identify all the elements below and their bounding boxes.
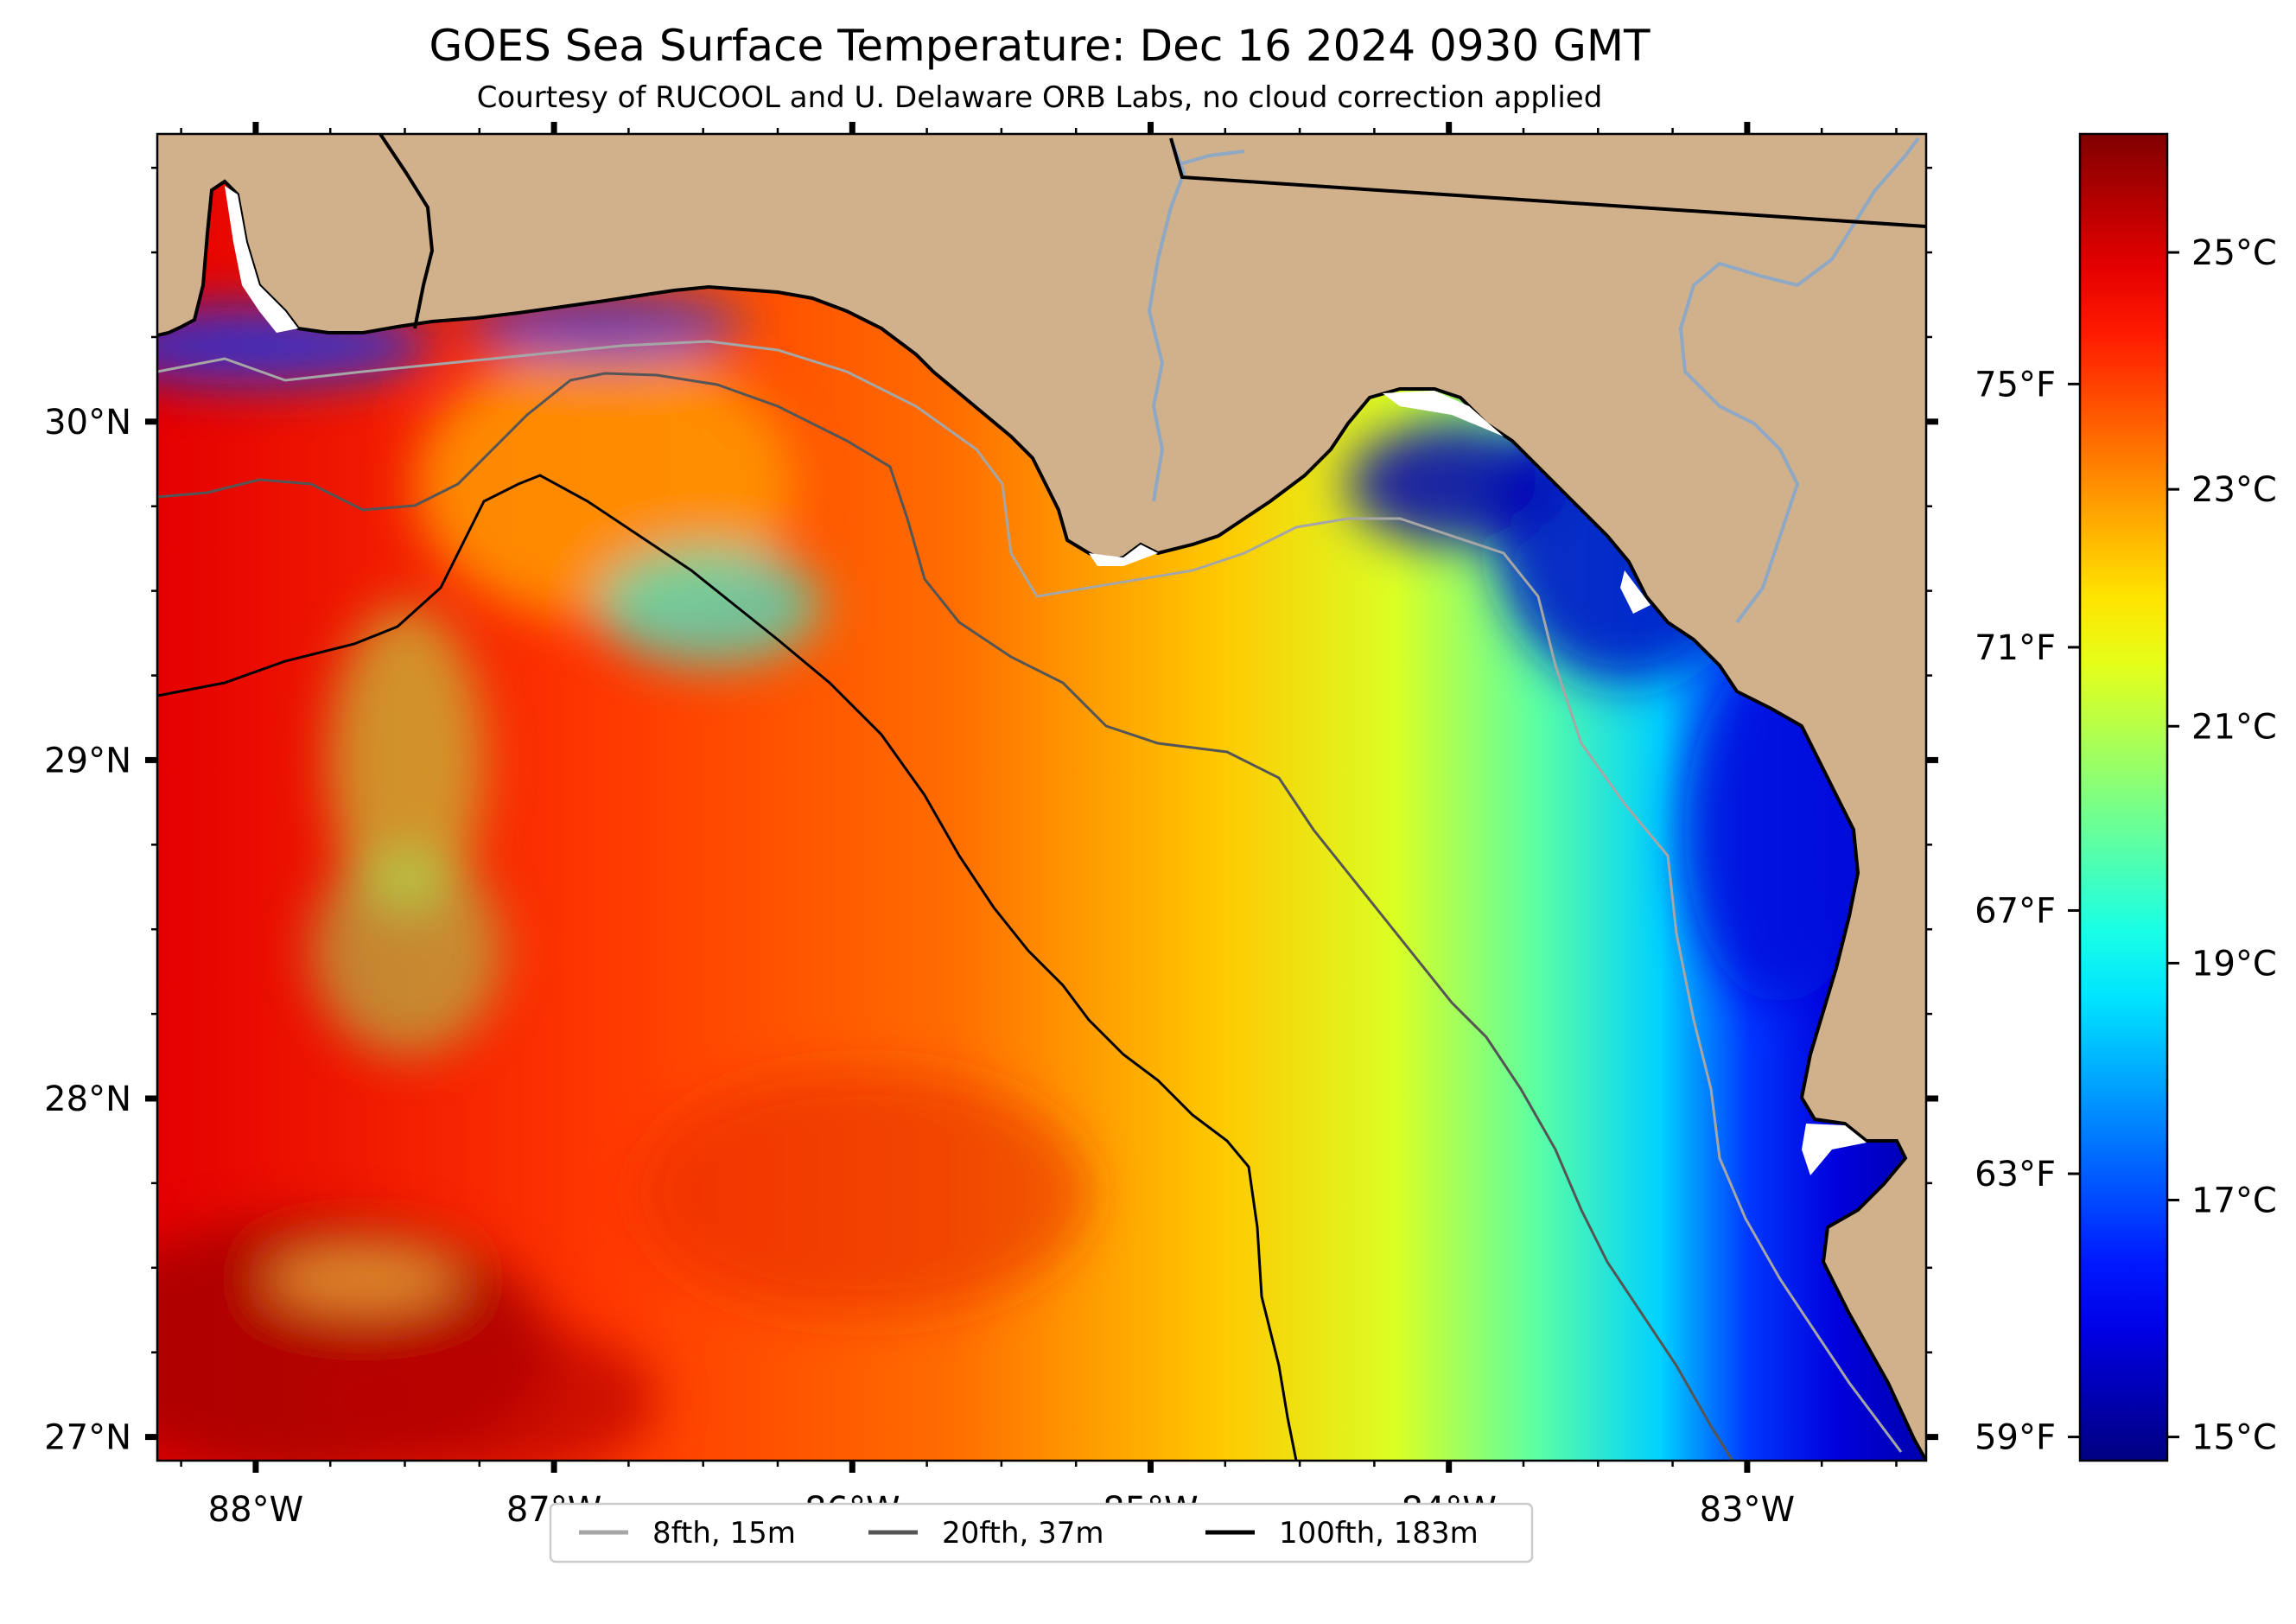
celsius-tick-label: 19°C <box>2191 944 2277 984</box>
legend-label: 20fth, 37m <box>942 1516 1104 1551</box>
legend-label: 8fth, 15m <box>652 1516 796 1551</box>
colorbar-fahrenheit-ticks: 75°F 71°F 67°F 63°F 59°F <box>1975 365 2080 1458</box>
colorbar-gradient <box>2078 132 2169 1462</box>
celsius-tick-label: 15°C <box>2191 1418 2277 1458</box>
fahrenheit-tick-label: 63°F <box>1975 1155 2056 1194</box>
fahrenheit-tick-label: 71°F <box>1975 628 2056 668</box>
coastline <box>157 179 1926 1461</box>
y-tick-label: 28°N <box>44 1079 131 1119</box>
colorbar-celsius-ticks: 25°C 23°C 21°C 19°C 17°C 15°C <box>2167 233 2277 1458</box>
fahrenheit-tick-label: 59°F <box>1975 1418 2056 1458</box>
map-panel: 88°W87°W86°W85°W84°W83°W 30°N29°N28°N27°… <box>44 122 1938 1530</box>
map-ticks <box>145 122 1938 1473</box>
y-tick-label: 27°N <box>44 1418 131 1458</box>
celsius-tick-label: 23°C <box>2191 470 2277 510</box>
map-frame <box>156 132 1928 1462</box>
x-tick-label: 88°W <box>208 1490 303 1530</box>
land-region <box>157 134 1926 1461</box>
y-tick-label: 29°N <box>44 741 131 780</box>
y-tick-label: 30°N <box>44 403 131 443</box>
isobath-20fth <box>157 372 1734 1461</box>
fahrenheit-tick-label: 75°F <box>1975 365 2056 404</box>
map-subtitle: Courtesy of RUCOOL and U. Delaware ORB L… <box>477 80 1603 115</box>
state-border <box>1169 137 1926 228</box>
fahrenheit-tick-label: 67°F <box>1975 891 2056 931</box>
legend-box <box>549 1502 1534 1563</box>
isobath-100fth <box>157 474 1298 1461</box>
y-tick-labels: 30°N 29°N 28°N 27°N <box>44 403 131 1458</box>
celsius-tick-label: 21°C <box>2191 707 2277 747</box>
legend-label: 100fth, 183m <box>1279 1516 1479 1551</box>
celsius-tick-label: 25°C <box>2191 233 2277 273</box>
colorbar: 25°C 23°C 21°C 19°C 17°C 15°C 75°F 71°F 67°F 63°… <box>1975 132 2277 1462</box>
coastal-no-data <box>225 186 1867 1175</box>
x-tick-label: 83°W <box>1700 1490 1795 1530</box>
isobath-8fth <box>157 340 1903 1453</box>
sst-anomalies <box>157 294 1875 1461</box>
rivers <box>1147 137 1920 624</box>
celsius-tick-label: 17°C <box>2191 1181 2277 1220</box>
map-title: GOES Sea Surface Temperature: Dec 16 202… <box>429 21 1650 71</box>
state-border-west <box>378 134 435 329</box>
isobath-legend: 8fth, 15m 20fth, 37m 100fth, 183m <box>549 1502 1534 1563</box>
